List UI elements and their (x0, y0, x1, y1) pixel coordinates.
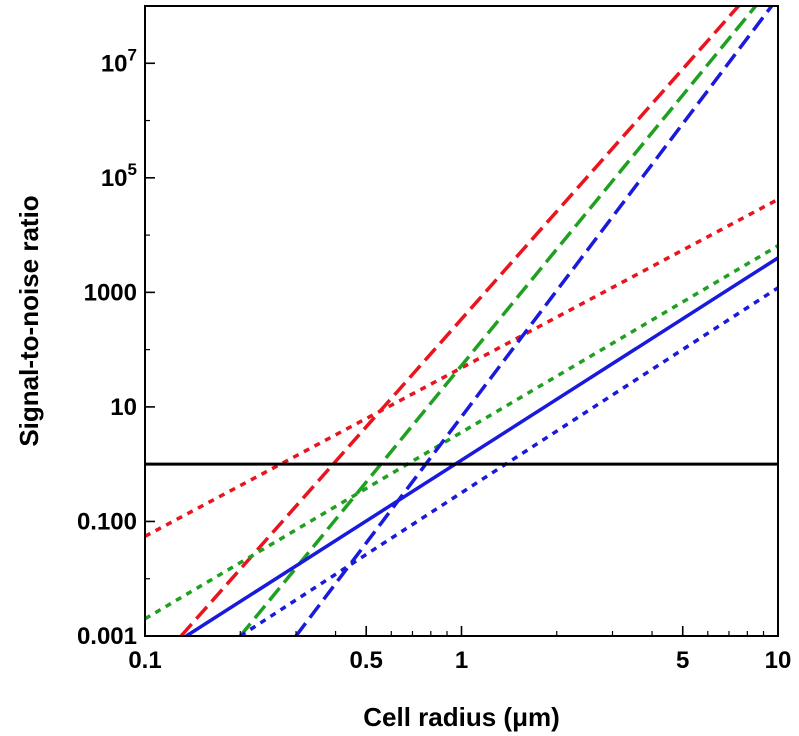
x-tick-label: 10 (765, 647, 792, 674)
y-tick-label: 107 (101, 45, 137, 77)
y-tick-exponent: 7 (128, 45, 137, 64)
y-tick-label: 1000 (84, 279, 137, 306)
series-line-5 (185, 256, 778, 636)
series-line-7 (239, 286, 778, 636)
y-tick-label: 0.100 (77, 508, 137, 535)
x-tick-label: 0.1 (128, 647, 161, 674)
ticks-layer: 0.1 0.5 1 5 10 0.001 0.100 10 1000 105 107 (77, 5, 792, 674)
x-tick-label: 1 (455, 647, 468, 674)
y-axis-title: Signal-to-noise ratio (14, 195, 44, 446)
y-tick-label: 105 (101, 160, 137, 192)
y-tick-exponent: 5 (128, 160, 137, 179)
y-tick-label: 10 (110, 394, 137, 421)
x-tick-label: 0.5 (350, 647, 383, 674)
series-line-1 (179, 6, 741, 636)
series-line-6 (294, 6, 774, 636)
series-layer (145, 6, 778, 636)
x-axis-title: Cell radius (μm) (363, 702, 560, 732)
series-line-4 (145, 244, 778, 621)
y-tick-label: 0.001 (77, 623, 137, 650)
series-line-3 (238, 6, 758, 636)
x-tick-label: 5 (676, 647, 689, 674)
